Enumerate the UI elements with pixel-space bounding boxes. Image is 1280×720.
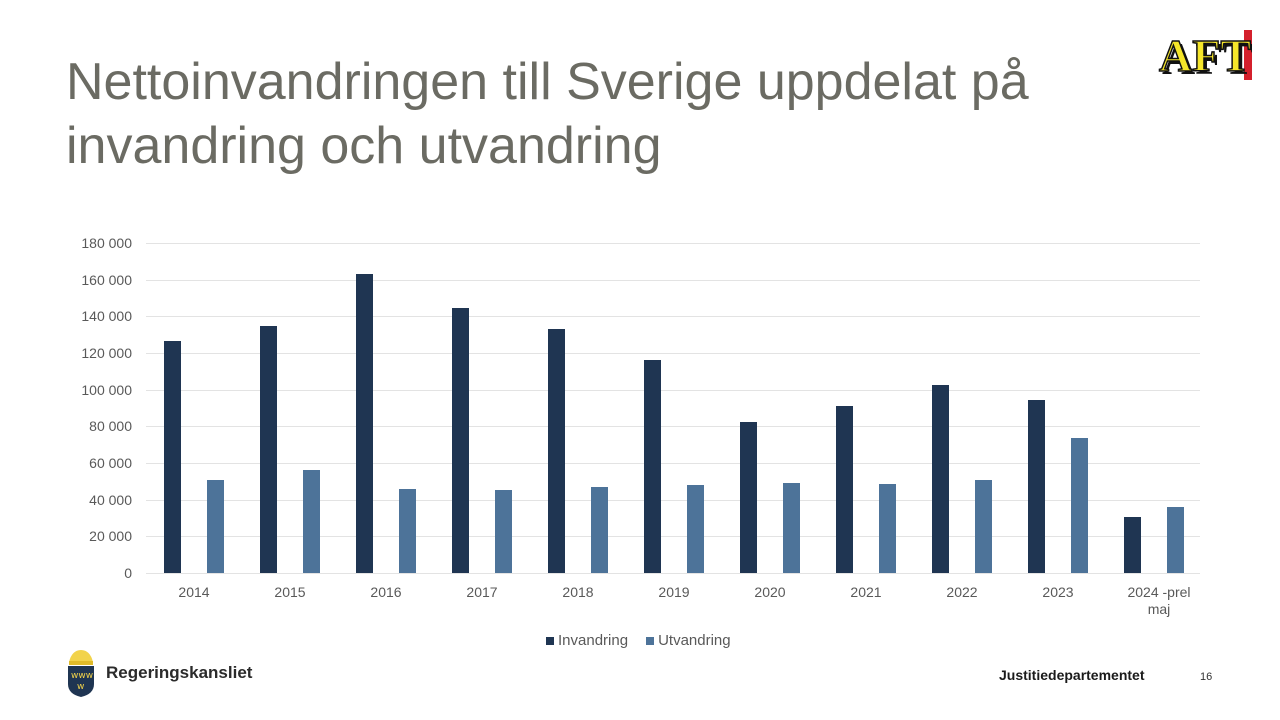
page-number: 16 [1200,671,1213,683]
legend-swatch-icon [646,636,655,645]
bar-utvandring-2024 [1167,507,1184,573]
y-axis-tick-label: 160 000 [81,271,132,288]
bar-invandring-2016 [356,274,373,573]
bar-utvandring-2014 [207,479,224,573]
bar-invandring-2019 [644,360,661,573]
x-axis-tick-label: 2014 [178,584,210,600]
bar-invandring-2018 [548,329,565,573]
y-axis-tick-label: 40 000 [89,491,132,508]
x-axis-tick-label: 2016 [370,584,402,600]
x-axis-tick-label: 2021 [850,584,882,600]
gridline [146,426,1200,428]
svg-text:w: w [77,682,84,692]
bar-utvandring-2016 [399,488,416,573]
legend-swatch-icon [546,636,554,645]
swedish-crown-shield-icon: www w [68,650,94,697]
gridline [146,279,1200,281]
legend-label: Invandring [558,632,629,649]
gridline [146,499,1200,501]
gridline [146,536,1200,538]
bar-utvandring-2022 [975,479,992,573]
y-axis-tick-label: 60 000 [89,455,132,471]
slide-title: Nettoinvandringen till Sverige uppdelat … [66,53,1029,175]
gridline [146,573,1200,574]
gridline [146,389,1200,391]
org-name: Regeringskansliet [106,663,253,682]
regeringskansliet-logo: www w Regeringskansliet [66,648,252,698]
bar-invandring-2023 [1028,399,1045,573]
y-axis-tick-label: 180 000 [81,235,132,251]
bar-invandring-2015 [260,326,277,573]
bar-utvandring-2018 [591,486,608,573]
bar-utvandring-2020 [783,483,800,573]
bar-invandring-2017 [452,308,469,573]
bar-utvandring-2021 [879,484,896,573]
legend-item-utvandring: Utvandring [646,632,731,649]
x-axis-tick-label: 2017 [466,584,498,600]
x-axis-tick-label: 2015 [274,584,306,600]
bar-utvandring-2017 [495,489,512,573]
gridline [146,353,1200,354]
x-axis-tick-label: 2022 [946,584,978,600]
svg-text:AFT: AFT [1159,30,1251,81]
x-axis-tick-label: 2020 [754,584,786,600]
gridline [146,316,1200,318]
legend-item-invandring: Invandring [546,632,628,649]
y-axis-tick-label: 80 000 [89,418,132,435]
y-axis-tick-label: 20 000 [89,528,132,545]
y-axis-tick-label: 140 000 [81,308,132,325]
bar-utvandring-2019 [687,485,704,573]
y-axis-tick-label: 120 000 [81,345,132,361]
bar-invandring-2021 [836,406,853,573]
gridline [146,243,1200,244]
svg-text:www: www [71,671,93,681]
x-axis-tick-label: 2023 [1042,584,1074,600]
bar-invandring-2022 [932,385,949,573]
bar-utvandring-2015 [303,470,320,573]
x-axis-tick-label: 2024 -prel maj [1127,584,1191,617]
bar-invandring-2024 [1124,517,1141,573]
svg-text:AFT: AFT [1162,33,1252,82]
x-axis-tick-label: 2019 [658,584,690,600]
department-name: Justitiedepartementet [999,667,1145,683]
bar-invandring-2014 [164,341,181,573]
x-axis-tick-label: 2018 [562,584,594,600]
legend-label: Utvandring [658,632,731,649]
y-axis-tick-label: 0 [124,565,132,581]
aft-logo: AFT AFT [1158,29,1252,82]
y-axis-tick-label: 100 000 [81,381,132,398]
bar-utvandring-2023 [1071,438,1088,573]
bar-invandring-2020 [740,421,757,573]
chart-legend: Invandring Utvandring [546,632,731,649]
gridline [146,463,1200,464]
